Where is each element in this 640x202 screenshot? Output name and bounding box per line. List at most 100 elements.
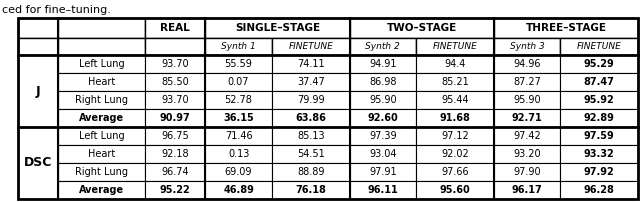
Bar xyxy=(416,109,494,127)
Bar xyxy=(416,55,494,73)
Text: 90.97: 90.97 xyxy=(160,113,191,123)
Bar xyxy=(494,73,560,91)
Bar xyxy=(18,55,58,127)
Bar xyxy=(18,18,638,199)
Text: J: J xyxy=(36,84,40,98)
Text: 92.89: 92.89 xyxy=(584,113,614,123)
Text: Heart: Heart xyxy=(88,77,115,87)
Bar xyxy=(272,127,349,145)
Text: Synth 3: Synth 3 xyxy=(509,42,545,51)
Text: 95.22: 95.22 xyxy=(160,185,191,195)
Bar xyxy=(416,73,494,91)
Bar xyxy=(145,127,205,145)
Bar xyxy=(494,55,560,73)
Text: 37.47: 37.47 xyxy=(297,77,324,87)
Bar xyxy=(494,163,560,181)
Bar xyxy=(58,145,145,163)
Text: 93.70: 93.70 xyxy=(161,95,189,105)
Text: 94.4: 94.4 xyxy=(444,59,465,69)
Bar xyxy=(205,73,272,91)
Text: FINETUNE: FINETUNE xyxy=(577,42,621,51)
Text: 85.13: 85.13 xyxy=(297,131,324,141)
Text: 94.96: 94.96 xyxy=(513,59,541,69)
Bar xyxy=(272,38,349,55)
Text: 85.50: 85.50 xyxy=(161,77,189,87)
Text: 92.60: 92.60 xyxy=(367,113,398,123)
Bar xyxy=(560,163,638,181)
Text: 96.28: 96.28 xyxy=(584,185,614,195)
Text: THREE–STAGE: THREE–STAGE xyxy=(525,23,607,33)
Bar xyxy=(145,18,205,38)
Bar xyxy=(205,91,272,109)
Bar xyxy=(560,181,638,199)
Text: Left Lung: Left Lung xyxy=(79,131,124,141)
Bar xyxy=(349,145,416,163)
Text: 92.71: 92.71 xyxy=(511,113,542,123)
Text: 95.90: 95.90 xyxy=(369,95,397,105)
Bar xyxy=(272,181,349,199)
Text: 93.70: 93.70 xyxy=(161,59,189,69)
Bar xyxy=(205,145,272,163)
Text: 97.66: 97.66 xyxy=(441,167,468,177)
Bar xyxy=(58,91,145,109)
Text: 0.13: 0.13 xyxy=(228,149,250,159)
Text: Synth 1: Synth 1 xyxy=(221,42,256,51)
Bar xyxy=(145,38,205,55)
Text: 93.20: 93.20 xyxy=(513,149,541,159)
Bar xyxy=(272,55,349,73)
Text: 93.04: 93.04 xyxy=(369,149,397,159)
Text: 92.02: 92.02 xyxy=(441,149,468,159)
Bar xyxy=(349,163,416,181)
Text: FINETUNE: FINETUNE xyxy=(433,42,477,51)
Bar xyxy=(494,145,560,163)
Bar xyxy=(58,38,145,55)
Bar xyxy=(272,145,349,163)
Bar xyxy=(416,145,494,163)
Text: 93.32: 93.32 xyxy=(584,149,614,159)
Text: 97.12: 97.12 xyxy=(441,131,468,141)
Text: 76.18: 76.18 xyxy=(295,185,326,195)
Bar xyxy=(58,127,145,145)
Bar xyxy=(494,18,638,38)
Text: 85.21: 85.21 xyxy=(441,77,468,87)
Text: 92.18: 92.18 xyxy=(161,149,189,159)
Text: Right Lung: Right Lung xyxy=(75,95,128,105)
Bar xyxy=(349,18,494,38)
Bar xyxy=(416,38,494,55)
Text: 96.74: 96.74 xyxy=(161,167,189,177)
Text: 97.92: 97.92 xyxy=(584,167,614,177)
Bar xyxy=(416,91,494,109)
Bar xyxy=(560,145,638,163)
Text: 95.44: 95.44 xyxy=(441,95,468,105)
Bar xyxy=(494,127,560,145)
Text: 97.90: 97.90 xyxy=(513,167,541,177)
Text: 95.60: 95.60 xyxy=(440,185,470,195)
Bar xyxy=(349,73,416,91)
Text: Heart: Heart xyxy=(88,149,115,159)
Text: 96.75: 96.75 xyxy=(161,131,189,141)
Bar xyxy=(145,163,205,181)
Bar xyxy=(349,91,416,109)
Text: 96.11: 96.11 xyxy=(367,185,398,195)
Bar xyxy=(349,109,416,127)
Text: 97.39: 97.39 xyxy=(369,131,397,141)
Bar xyxy=(494,109,560,127)
Bar xyxy=(349,55,416,73)
Text: 95.92: 95.92 xyxy=(584,95,614,105)
Text: 91.68: 91.68 xyxy=(440,113,470,123)
Text: 94.91: 94.91 xyxy=(369,59,397,69)
Bar xyxy=(205,127,272,145)
Bar xyxy=(272,163,349,181)
Text: 55.59: 55.59 xyxy=(225,59,253,69)
Bar xyxy=(205,163,272,181)
Bar xyxy=(145,145,205,163)
Text: Left Lung: Left Lung xyxy=(79,59,124,69)
Bar xyxy=(560,73,638,91)
Bar xyxy=(58,18,145,38)
Text: 87.47: 87.47 xyxy=(584,77,614,87)
Text: REAL: REAL xyxy=(160,23,190,33)
Text: 97.59: 97.59 xyxy=(584,131,614,141)
Text: 0.07: 0.07 xyxy=(228,77,250,87)
Bar xyxy=(58,73,145,91)
Bar xyxy=(560,91,638,109)
